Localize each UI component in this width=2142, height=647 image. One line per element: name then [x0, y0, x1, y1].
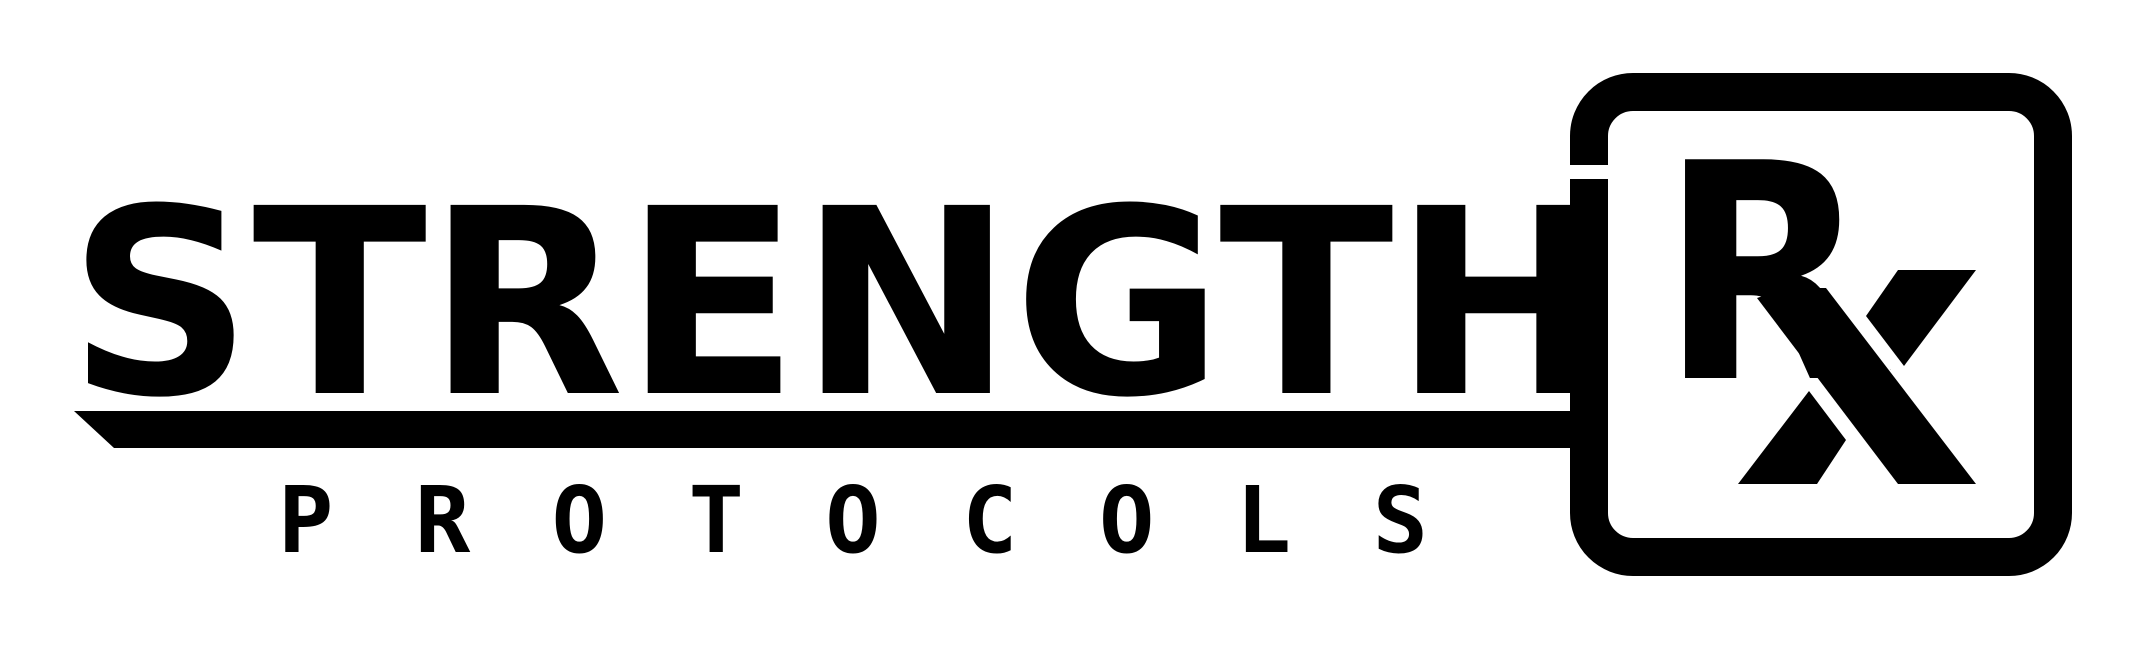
wordmark-protocols: PROTOCOLS [278, 467, 1428, 574]
rx-leg-stroke [1757, 288, 1976, 484]
wordmark-x: x [1890, 369, 1891, 371]
rx-box-gap-top [1565, 165, 1613, 179]
rx-box-frame [1570, 73, 2072, 576]
rx-cross-lower [1738, 391, 1846, 484]
underline-bar [74, 411, 1608, 448]
rx-cross-upper [1866, 270, 1976, 366]
wordmark-strength: STRENGTH [68, 154, 1608, 454]
